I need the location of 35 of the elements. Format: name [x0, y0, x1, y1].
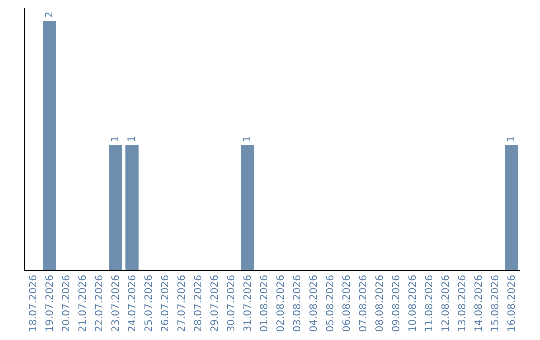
x-tick-label: 16.08.2026	[507, 275, 518, 332]
x-tick-label: 07.08.2026	[358, 275, 370, 332]
x-tick-label: 09.08.2026	[392, 275, 402, 332]
x-tick-label: 13.08.2026	[458, 275, 468, 332]
x-tick-label: 24.07.2026	[128, 275, 138, 332]
x-tick-label: 11.08.2026	[424, 275, 436, 332]
x-tick-label: 30.07.2026	[226, 275, 238, 332]
x-tick-label: 23.07.2026	[111, 275, 122, 332]
x-tick-label: 19.07.2026	[45, 275, 56, 332]
x-tick-label: 06.08.2026	[342, 275, 353, 332]
x-tick-label: 02.08.2026	[276, 275, 287, 332]
x-tick-label: 22.07.2026	[94, 275, 106, 332]
x-tick-label: 21.07.2026	[78, 275, 89, 332]
x-tick-label: 04.08.2026	[309, 275, 320, 332]
data-label: 1	[242, 136, 254, 143]
x-tick-label: 03.08.2026	[292, 275, 304, 332]
x-tick-label: 18.07.2026	[28, 275, 40, 332]
x-tick-label: 31.07.2026	[243, 275, 254, 332]
x-tick-label: 27.07.2026	[177, 275, 188, 332]
x-tick-label: 15.08.2026	[490, 275, 502, 332]
x-tick-label: 26.07.2026	[160, 275, 172, 332]
x-tick-label: 20.07.2026	[62, 275, 72, 332]
data-label: 2	[44, 12, 56, 18]
x-tick-label: 12.08.2026	[441, 275, 452, 332]
x-tick-label: 29.07.2026	[210, 275, 221, 332]
data-label: 1	[506, 136, 518, 143]
x-tick-label: 14.08.2026	[474, 275, 485, 332]
x-tick-label: 05.08.2026	[326, 275, 336, 332]
x-tick-label: 08.08.2026	[375, 275, 386, 332]
x-tick-label: 10.08.2026	[408, 275, 419, 332]
x-tick-label: 28.07.2026	[194, 275, 204, 332]
data-label: 1	[110, 136, 122, 143]
data-label: 1	[126, 136, 138, 143]
x-tick-label: 01.08.2026	[260, 275, 270, 332]
x-tick-label: 25.07.2026	[144, 275, 155, 332]
